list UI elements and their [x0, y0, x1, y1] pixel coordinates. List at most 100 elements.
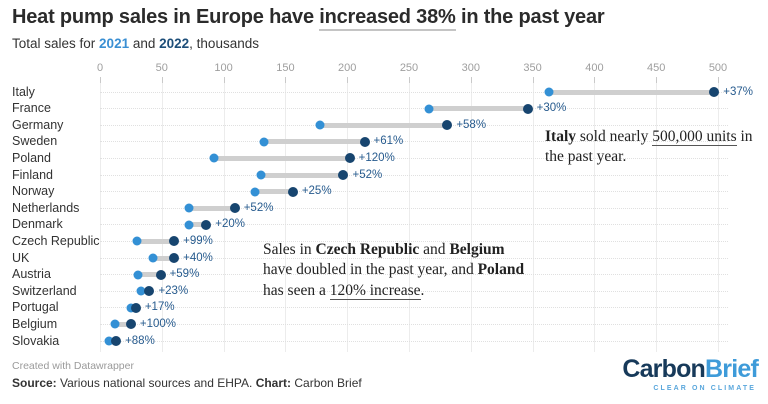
dot-2021[interactable]	[148, 253, 158, 263]
country-label: Austria	[12, 267, 51, 282]
percent-change-label: +59%	[169, 268, 200, 281]
x-axis-tick-mark	[347, 77, 349, 83]
annotation-doubled-bold-poland: Poland	[477, 261, 525, 279]
dot-2021[interactable]	[256, 170, 266, 180]
dot-2022[interactable]	[201, 219, 212, 230]
x-axis-tick-mark	[718, 77, 719, 83]
percent-change-label: +30%	[536, 102, 567, 115]
connector-bar	[213, 155, 350, 161]
dot-2022[interactable]	[229, 203, 240, 214]
country-label: Italy	[12, 84, 35, 99]
dot-2021[interactable]	[136, 286, 146, 296]
connector-bar	[188, 205, 235, 211]
logo-tagline: CLEAR ON CLIMATE	[653, 385, 756, 392]
dot-2021[interactable]	[184, 203, 194, 213]
dot-2022[interactable]	[125, 319, 136, 330]
country-label: Portugal	[12, 300, 59, 315]
x-axis-tick-mark	[470, 77, 472, 83]
annotation-doubled-mid2: have doubled in the past year, and	[263, 261, 478, 279]
percent-change-label: +37%	[723, 85, 754, 98]
connector-bar	[320, 122, 448, 128]
source-text: Various national sources and EHPA.	[56, 376, 256, 390]
chart-credit-text: Carbon Brief	[291, 376, 362, 390]
percent-change-label: +88%	[125, 334, 155, 347]
x-gridline	[594, 83, 596, 352]
dot-2021[interactable]	[259, 137, 269, 147]
connector-bar	[548, 89, 715, 95]
carbonbrief-wordmark: CarbonBrief	[622, 357, 758, 382]
x-axis-tick-label: 350	[523, 62, 542, 74]
row-gridline	[100, 274, 728, 276]
dot-2022[interactable]	[130, 302, 141, 313]
dot-2021[interactable]	[110, 319, 120, 329]
annotation-italy-post: in the past year.	[545, 128, 753, 166]
x-axis-tick-label: 250	[399, 62, 419, 74]
percent-change-label: +40%	[183, 251, 213, 264]
x-axis-tick-mark	[100, 77, 101, 83]
subtitle-pre: Total sales for	[12, 36, 100, 51]
percent-change-label: +52%	[243, 201, 274, 214]
connector-bar	[138, 272, 161, 278]
dot-2021[interactable]	[133, 270, 143, 280]
dot-2022[interactable]	[111, 336, 122, 346]
dot-2021[interactable]	[315, 120, 325, 130]
title-post: in the past year	[455, 6, 605, 28]
x-gridline	[470, 83, 472, 352]
country-label: Norway	[12, 184, 55, 199]
source-label: Source:	[12, 376, 57, 390]
x-gridline	[656, 83, 658, 352]
x-gridline	[223, 83, 225, 352]
dot-2021[interactable]	[424, 104, 434, 114]
dot-2022[interactable]	[169, 253, 180, 263]
logo-brief: Brief	[705, 355, 759, 383]
x-axis-tick-label: 100	[214, 62, 233, 74]
country-label: Sweden	[12, 134, 58, 149]
dot-2021[interactable]	[250, 187, 259, 197]
chart-title: Heat pump sales in Europe have increased…	[12, 6, 756, 31]
dot-2021[interactable]	[544, 87, 554, 97]
x-gridline	[718, 83, 719, 352]
percent-change-label: +61%	[373, 135, 404, 148]
dot-2022[interactable]	[344, 153, 355, 164]
x-axis-tick-label: 450	[647, 62, 666, 74]
dot-2022[interactable]	[338, 170, 349, 180]
x-axis-tick-mark	[409, 77, 410, 83]
percent-change-label: +23%	[158, 284, 189, 297]
connector-bar	[428, 106, 528, 112]
dot-2021[interactable]	[104, 336, 114, 346]
row-gridline	[100, 191, 728, 193]
subtitle-post: , thousands	[189, 36, 259, 51]
title-pre: Heat pump sales in Europe have	[12, 6, 320, 28]
percent-change-label: +58%	[456, 118, 487, 131]
row-gridline	[100, 240, 728, 242]
row-gridline	[100, 224, 728, 226]
dot-2022[interactable]	[359, 136, 370, 147]
dot-2021[interactable]	[132, 236, 142, 246]
x-axis-tick-mark	[161, 77, 163, 83]
annotation-doubled-post: .	[420, 281, 425, 299]
chart-header: Heat pump sales in Europe have increased…	[12, 6, 756, 51]
dot-2022[interactable]	[155, 269, 166, 280]
subtitle-mid: and	[129, 36, 160, 51]
x-gridline	[161, 83, 163, 352]
annotation-italy-mid: sold nearly	[576, 128, 653, 145]
dot-2021[interactable]	[209, 153, 219, 163]
x-axis-tick-mark	[656, 77, 658, 83]
country-label: Germany	[12, 117, 64, 132]
dot-2021[interactable]	[184, 220, 194, 230]
row-gridline	[100, 307, 728, 309]
dot-2022[interactable]	[442, 120, 453, 131]
dot-2022[interactable]	[287, 186, 298, 197]
dot-2022[interactable]	[709, 87, 720, 97]
datawrapper-credit: Created with Datawrapper	[12, 360, 134, 372]
x-gridline	[285, 83, 287, 352]
dot-2022[interactable]	[144, 286, 155, 297]
x-axis-tick-mark	[532, 77, 534, 83]
connector-bar	[264, 139, 365, 145]
dot-2022[interactable]	[522, 103, 533, 114]
row-gridline	[100, 91, 728, 93]
dot-2022[interactable]	[169, 236, 180, 247]
annotation-doubled-pre: Sales in	[263, 241, 316, 258]
annotation-doubled-bold-czech: Czech Republic	[315, 241, 420, 258]
